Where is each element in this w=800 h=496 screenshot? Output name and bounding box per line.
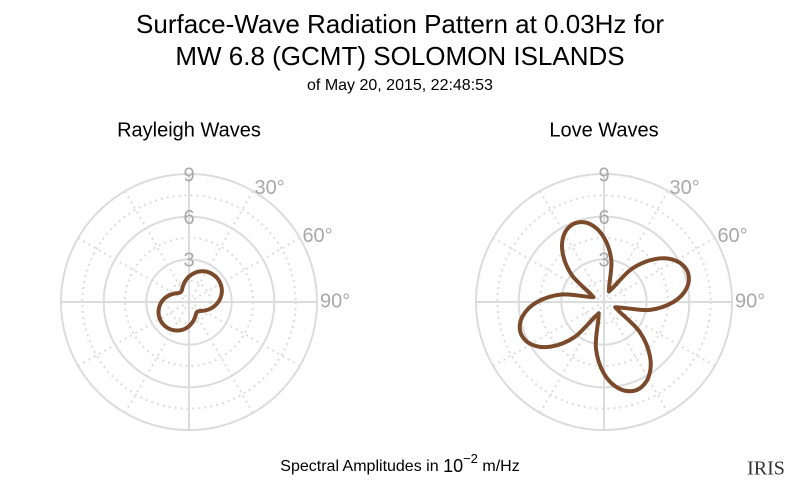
subtitle: of May 20, 2015, 22:48:53 xyxy=(307,77,493,94)
theta-tick-label: 60° xyxy=(717,225,747,247)
r-tick-label: 6 xyxy=(183,207,194,229)
footer-exponent: −2 xyxy=(463,451,478,466)
radiation-pattern xyxy=(156,269,224,333)
radial-grid-line xyxy=(77,301,190,367)
radiation-pattern xyxy=(517,220,691,394)
logo: IRIS xyxy=(747,458,785,480)
radial-grid-line xyxy=(492,301,605,367)
footer-unit: m/Hz xyxy=(482,458,519,475)
subplot-title: Rayleigh Waves xyxy=(117,119,261,141)
theta-tick-label: 30° xyxy=(255,177,285,199)
r-tick-label: 3 xyxy=(183,250,194,272)
r-tick-label: 3 xyxy=(598,250,609,272)
footer-base: 10 xyxy=(443,456,463,476)
r-tick-label: 9 xyxy=(183,164,194,186)
radial-grid-line xyxy=(539,190,605,303)
subplot-title: Love Waves xyxy=(549,119,658,141)
theta-tick-label: 30° xyxy=(670,177,700,199)
theta-tick-label: 90° xyxy=(320,290,350,312)
footer-text: Spectral Amplitudes in xyxy=(280,458,438,475)
r-tick-label: 9 xyxy=(598,164,609,186)
theta-tick-label: 60° xyxy=(302,225,332,247)
footer: Spectral Amplitudes in 10−2 m/Hz xyxy=(280,451,519,475)
title-line: Surface-Wave Radiation Pattern at 0.03Hz… xyxy=(136,9,664,39)
radial-grid-line xyxy=(124,190,190,303)
title-line: MW 6.8 (GCMT) SOLOMON ISLANDS xyxy=(175,41,624,71)
r-tick-label: 6 xyxy=(598,207,609,229)
theta-tick-label: 90° xyxy=(735,290,765,312)
